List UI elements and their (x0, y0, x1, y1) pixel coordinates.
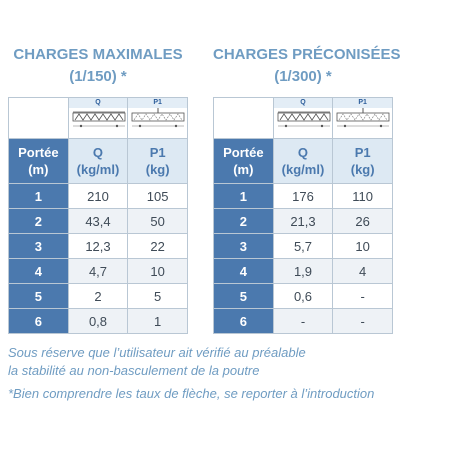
data-row: 4 4,7 10 (8, 258, 188, 284)
header-text: P1 (354, 145, 371, 160)
cell: - (272, 308, 334, 334)
cell: 50 (127, 208, 188, 234)
cell: 1,9 (272, 258, 334, 284)
icon-cell: P1 (332, 97, 393, 139)
data-row: 3 5,7 10 (213, 233, 393, 259)
header-text: Q (297, 145, 309, 160)
data-row: 1 176 110 (213, 183, 393, 209)
cell: 26 (332, 208, 393, 234)
cell: 210 (67, 183, 129, 209)
table-subtitle: (1/300) * (274, 68, 332, 85)
beam-icon (72, 111, 126, 128)
header-text: (m) (233, 162, 254, 177)
icon-label: Q (273, 98, 333, 108)
header-text: (kg/ml) (76, 162, 120, 177)
note: *Bien comprendre les taux de flèche, se … (8, 386, 375, 401)
cell: 5 (8, 283, 69, 309)
table-block: CHARGES PRÉCONISÉES (1/300) * Q P1 Portée (m)… (213, 44, 401, 334)
icon-cell: Q (272, 97, 334, 139)
blank-cell (8, 97, 69, 139)
data-row: 2 43,4 50 (8, 208, 188, 234)
icon-cell: Q (67, 97, 129, 139)
notes: Sous réserve que l’utilisateur ait vérif… (8, 344, 374, 403)
cell: 4,7 (67, 258, 129, 284)
header-cell: P1 (kg) (127, 138, 188, 184)
data-row: 4 1,9 4 (213, 258, 393, 284)
header-row: Portée (m) Q (kg/ml) P1 (kg) (213, 138, 393, 184)
header-text: Q (92, 145, 104, 160)
cell: 176 (272, 183, 334, 209)
blank-cell (213, 97, 274, 139)
cell: 5 (213, 283, 274, 309)
cell: 1 (8, 183, 69, 209)
cell: 4 (213, 258, 274, 284)
cell: 43,4 (67, 208, 129, 234)
cell: - (332, 283, 393, 309)
header-text: (kg) (350, 162, 375, 177)
cell: 4 (332, 258, 393, 284)
cell: 10 (332, 233, 393, 259)
data-row: 5 0,6- (213, 283, 393, 309)
beam-icon (277, 111, 331, 128)
table-title: CHARGES MAXIMALES (13, 46, 183, 63)
cell: 6 (213, 308, 274, 334)
header-cell: P1 (kg) (332, 138, 393, 184)
table-title: CHARGES PRÉCONISÉES (213, 46, 401, 63)
cell: - (332, 308, 393, 334)
header-text: Portée (223, 145, 264, 160)
cell: 2 (67, 283, 129, 309)
cell: 12,3 (67, 233, 129, 259)
icon-label: P1 (128, 98, 187, 108)
cell: 3 (213, 233, 274, 259)
cell: 2 (8, 208, 69, 234)
cell: 6 (8, 308, 69, 334)
cell: 22 (127, 233, 188, 259)
data-table: Q P1 Portée (m) Q (kg/ml) P1 (kg) 1 176 110 2 21,3 26… (213, 97, 393, 334)
cell: 0,6 (272, 283, 334, 309)
data-row: 3 12,3 22 (8, 233, 188, 259)
beam-icon (131, 108, 185, 128)
icon-row: Q P1 (8, 97, 188, 139)
data-row: 1 210 105 (8, 183, 188, 209)
beam-icon (336, 108, 390, 128)
icon-label: Q (68, 98, 128, 108)
data-row: 6-- (213, 308, 393, 334)
icon-label: P1 (333, 98, 392, 108)
table-subtitle: (1/150) * (69, 68, 127, 85)
data-row: 6 0,8 1 (8, 308, 188, 334)
icon-row: Q P1 (213, 97, 393, 139)
header-text: (kg) (145, 162, 170, 177)
note: Sous réserve que l’utilisateur ait vérif… (8, 345, 306, 360)
cell: 5 (127, 283, 188, 309)
data-row: 2 21,3 26 (213, 208, 393, 234)
header-cell: Portée (m) (8, 138, 69, 184)
header-cell: Q (kg/ml) (67, 138, 129, 184)
icon-cell: P1 (127, 97, 188, 139)
table-block: CHARGES MAXIMALES (1/150) * Q P1 Portée (m) Q(… (8, 44, 188, 334)
header-text: Portée (18, 145, 59, 160)
cell: 10 (127, 258, 188, 284)
note: la stabilité au non-basculement de la po… (8, 363, 260, 378)
cell: 1 (213, 183, 274, 209)
header-text: (m) (28, 162, 49, 177)
cell: 110 (332, 183, 393, 209)
cell: 21,3 (272, 208, 334, 234)
header-text: P1 (149, 145, 166, 160)
cell: 1 (127, 308, 188, 334)
cell: 5,7 (272, 233, 334, 259)
header-text: (kg/ml) (281, 162, 325, 177)
header-cell: Q (kg/ml) (272, 138, 334, 184)
cell: 3 (8, 233, 69, 259)
header-row: Portée (m) Q (kg/ml) P1 (kg) (8, 138, 188, 184)
cell: 105 (127, 183, 188, 209)
cell: 2 (213, 208, 274, 234)
cell: 4 (8, 258, 69, 284)
data-table: Q P1 Portée (m) Q (kg/ml) P1 (kg) 1 210 105 2 43,4 50… (8, 97, 188, 334)
header-cell: Portée (m) (213, 138, 274, 184)
cell: 0,8 (67, 308, 129, 334)
